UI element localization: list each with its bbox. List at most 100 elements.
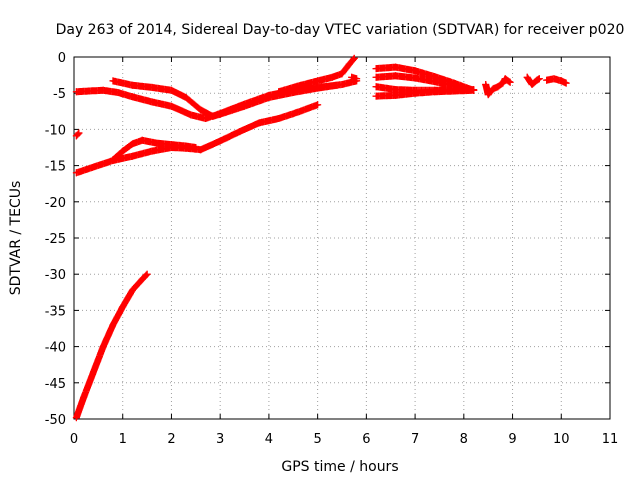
data-point xyxy=(470,86,478,94)
y-tick-label: -50 xyxy=(45,413,66,428)
y-tick-label: -35 xyxy=(45,304,66,319)
data-point xyxy=(523,73,531,81)
y-tick-label: -20 xyxy=(45,196,66,211)
data-point xyxy=(109,321,117,329)
data-point xyxy=(372,92,380,100)
data-point xyxy=(431,88,439,96)
data-point xyxy=(275,88,283,96)
series-track-6 xyxy=(109,136,200,164)
y-axis-label: SDTVAR / TECUs xyxy=(8,181,24,296)
data-point xyxy=(348,73,356,81)
data-point xyxy=(138,275,146,283)
data-point xyxy=(85,87,93,95)
data-point xyxy=(72,414,80,422)
data-point xyxy=(494,83,502,91)
data-point xyxy=(345,60,353,68)
x-tick-label: 4 xyxy=(265,432,273,447)
y-tick-label: 0 xyxy=(58,51,66,66)
data-point xyxy=(192,144,200,151)
series-track-8 xyxy=(348,73,361,83)
y-tick-label: -25 xyxy=(45,232,66,247)
data-point xyxy=(338,81,346,88)
data-point xyxy=(411,74,419,82)
data-point xyxy=(392,63,400,71)
y-tick-label: -30 xyxy=(45,268,66,283)
data-point xyxy=(484,91,492,99)
data-point xyxy=(350,54,358,62)
x-tick-label: 5 xyxy=(313,432,321,447)
x-tick-label: 7 xyxy=(411,432,419,447)
data-point xyxy=(562,79,570,87)
data-point xyxy=(372,65,380,73)
series-track-5 xyxy=(72,101,322,177)
series-track-2 xyxy=(72,270,151,422)
y-tick-label: -5 xyxy=(53,87,66,102)
data-point xyxy=(129,286,136,294)
data-point xyxy=(411,67,419,75)
y-tick-labels: 0 -5 -10 -15 -20 -25 -30 -35 -40 -45 -50 xyxy=(45,51,66,428)
data-point xyxy=(90,163,97,171)
data-point xyxy=(182,94,190,101)
series-marks xyxy=(72,101,322,177)
data-point xyxy=(392,72,400,80)
x-tick-label: 8 xyxy=(460,432,468,447)
data-point xyxy=(294,108,302,116)
data-point xyxy=(119,147,127,155)
data-point xyxy=(216,137,224,145)
data-point xyxy=(72,169,80,177)
data-point xyxy=(99,343,107,351)
data-point xyxy=(90,368,97,376)
data-point xyxy=(168,86,175,94)
grid-lines xyxy=(74,57,610,419)
series-marks xyxy=(72,270,151,422)
data-point xyxy=(143,270,151,278)
data-point xyxy=(255,119,263,127)
data-point xyxy=(550,75,558,83)
data-series xyxy=(72,54,570,422)
data-point xyxy=(501,75,509,83)
data-point xyxy=(482,81,490,88)
data-point xyxy=(168,141,175,149)
series-track-1 xyxy=(72,129,83,140)
data-point xyxy=(372,83,380,91)
data-point xyxy=(241,102,248,110)
data-point xyxy=(275,115,283,122)
data-point xyxy=(109,156,117,164)
data-point xyxy=(328,73,336,81)
data-point xyxy=(129,81,136,89)
y-tick-label: -40 xyxy=(45,341,66,356)
y-tick-label: -45 xyxy=(45,377,66,392)
data-point xyxy=(557,77,565,85)
y-tick-label: -15 xyxy=(45,160,66,175)
x-tick-label: 3 xyxy=(216,432,224,447)
data-point xyxy=(528,81,536,88)
data-point xyxy=(129,93,136,101)
data-point xyxy=(197,106,205,114)
x-tick-labels: 0 1 2 3 4 5 6 7 8 9 10 11 xyxy=(70,432,618,447)
x-tick-label: 11 xyxy=(602,432,619,447)
data-point xyxy=(353,75,361,83)
data-point xyxy=(431,78,439,86)
data-point xyxy=(314,101,322,109)
series-marks xyxy=(523,73,543,88)
data-point xyxy=(499,79,507,87)
series-track-14 xyxy=(523,73,543,88)
data-point xyxy=(392,91,400,99)
data-point xyxy=(314,84,322,92)
y-tick-label: -10 xyxy=(45,123,66,138)
data-point xyxy=(450,87,458,95)
data-point xyxy=(187,111,195,119)
data-point xyxy=(197,146,205,154)
data-point xyxy=(411,89,419,97)
data-point xyxy=(80,393,88,401)
data-point xyxy=(119,303,127,311)
data-point xyxy=(148,83,156,91)
x-tick-label: 2 xyxy=(167,432,175,447)
data-point xyxy=(489,85,497,93)
data-point xyxy=(182,142,190,150)
data-point xyxy=(333,81,341,89)
data-point xyxy=(129,152,136,160)
data-point xyxy=(148,147,156,155)
series-track-12 xyxy=(372,86,478,100)
